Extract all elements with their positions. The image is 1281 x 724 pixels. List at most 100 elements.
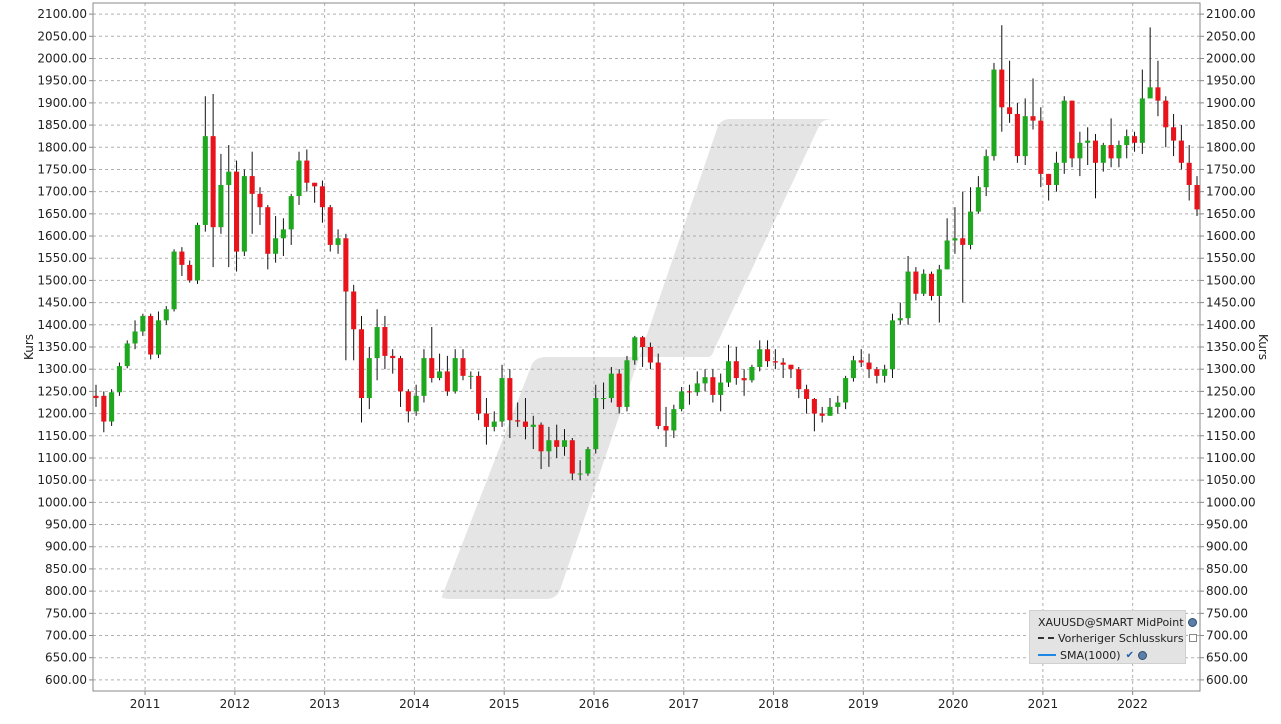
y-tick-label: 950.00 bbox=[1206, 518, 1248, 532]
candle-body bbox=[1022, 116, 1028, 157]
x-axis: 2011 2012 2013 2014 2015 2016 2017 2018 2019 2020… bbox=[130, 691, 1148, 711]
y-axis-left: 600.00 650.00 700.00 750.00 800.00 850.00 900.… bbox=[37, 7, 93, 687]
candle-body bbox=[390, 355, 396, 359]
candle-body bbox=[210, 136, 216, 228]
blue-line-icon bbox=[1038, 654, 1056, 656]
candle-body bbox=[663, 426, 669, 431]
candle-body bbox=[632, 337, 638, 361]
candle-body bbox=[983, 156, 989, 188]
legend-item-main[interactable]: XAUUSD@SMART MidPoint bbox=[1038, 615, 1197, 629]
candle-body bbox=[679, 391, 685, 410]
globe-icon[interactable] bbox=[1137, 650, 1147, 660]
candle-body bbox=[952, 238, 958, 241]
candle-body bbox=[374, 327, 380, 359]
y-tick-label: 1750.00 bbox=[1206, 162, 1256, 176]
globe-icon[interactable] bbox=[1187, 617, 1197, 627]
candle-body bbox=[999, 69, 1005, 108]
y-tick-label: 600.00 bbox=[45, 673, 87, 687]
candle-body bbox=[179, 251, 185, 265]
y-tick-label: 2000.00 bbox=[1206, 51, 1256, 65]
y-tick-label: 1650.00 bbox=[1206, 207, 1256, 221]
legend-label-main: XAUUSD@SMART MidPoint bbox=[1038, 615, 1184, 629]
candle-body bbox=[1131, 136, 1138, 143]
candle-body bbox=[116, 366, 122, 393]
candle-body bbox=[882, 369, 888, 376]
candle-body bbox=[148, 315, 154, 355]
candle-body bbox=[397, 358, 404, 392]
candle-body bbox=[585, 449, 591, 474]
y-tick-label: 1550.00 bbox=[1206, 251, 1256, 265]
candle-body bbox=[530, 424, 536, 427]
y-tick-label: 1100.00 bbox=[37, 451, 87, 465]
candle-body bbox=[1194, 184, 1200, 210]
checkbox-icon[interactable] bbox=[1188, 634, 1197, 642]
x-tick-label: 2016 bbox=[579, 697, 610, 711]
candle-body bbox=[437, 371, 443, 379]
candle-body bbox=[897, 318, 903, 321]
checkmark-icon[interactable]: ✔ bbox=[1125, 649, 1134, 661]
candle-body bbox=[843, 378, 849, 403]
candle-body bbox=[733, 361, 739, 379]
x-tick-label: 2021 bbox=[1028, 697, 1059, 711]
y-tick-label: 1400.00 bbox=[37, 318, 87, 332]
candle-body bbox=[866, 362, 872, 370]
candle-body bbox=[273, 238, 279, 254]
candle-body bbox=[569, 440, 575, 474]
candle-body bbox=[257, 193, 263, 208]
candle-body bbox=[93, 395, 99, 399]
candle-body bbox=[991, 69, 997, 157]
y-tick-label: 1650.00 bbox=[37, 207, 87, 221]
candle-body bbox=[905, 271, 911, 319]
candle-body bbox=[608, 373, 614, 399]
y-tick-label: 1600.00 bbox=[37, 229, 87, 243]
y-tick-label: 1000.00 bbox=[37, 495, 87, 509]
y-tick-label: 1850.00 bbox=[37, 118, 87, 132]
candle-body bbox=[171, 251, 177, 310]
candle-body bbox=[421, 358, 427, 396]
y-tick-label: 600.00 bbox=[1206, 673, 1248, 687]
y-tick-label: 1350.00 bbox=[1206, 340, 1256, 354]
candle-body bbox=[913, 271, 919, 294]
y-tick-label: 750.00 bbox=[45, 606, 87, 620]
candle-body bbox=[265, 207, 271, 254]
y-tick-label: 700.00 bbox=[1206, 629, 1248, 643]
candle-body bbox=[1139, 98, 1145, 143]
candle-body bbox=[554, 440, 560, 447]
y-tick-label: 2100.00 bbox=[1206, 7, 1256, 21]
y-tick-label: 850.00 bbox=[45, 562, 87, 576]
candle-body bbox=[1092, 140, 1099, 163]
candle-body bbox=[975, 187, 981, 212]
candle-body bbox=[1007, 107, 1013, 114]
candle-body bbox=[686, 391, 692, 393]
legend-item-sma[interactable]: SMA(1000) ✔ bbox=[1038, 648, 1147, 662]
candle-body bbox=[772, 361, 778, 363]
y-tick-label: 1500.00 bbox=[37, 273, 87, 287]
candle-body bbox=[515, 420, 521, 422]
x-tick-label: 2015 bbox=[489, 697, 520, 711]
candle-body bbox=[561, 440, 568, 447]
candle-body bbox=[538, 424, 544, 452]
legend-item-prev-close[interactable]: Vorheriger Schlusskurs bbox=[1038, 631, 1197, 645]
candle-body bbox=[476, 375, 482, 414]
candle-body bbox=[429, 358, 435, 379]
candle-body bbox=[811, 398, 817, 414]
candle-body bbox=[1085, 140, 1091, 143]
candle-body bbox=[593, 398, 599, 450]
y-tick-label: 1500.00 bbox=[1206, 273, 1256, 287]
candle-body bbox=[889, 320, 896, 370]
candle-body bbox=[312, 182, 318, 187]
x-tick-label: 2019 bbox=[848, 697, 879, 711]
y-tick-label: 2100.00 bbox=[37, 7, 87, 21]
candle-body bbox=[335, 238, 341, 245]
candle-body bbox=[757, 349, 763, 367]
candle-body bbox=[718, 382, 724, 395]
candle-body bbox=[491, 421, 497, 427]
candle-body bbox=[850, 360, 856, 379]
y-axis-right: 600.00 650.00 700.00 750.00 800.00 850.00 900.… bbox=[1200, 7, 1256, 687]
candle-body bbox=[351, 291, 357, 330]
candle-body bbox=[468, 375, 474, 377]
candle-body bbox=[460, 358, 466, 376]
candle-body bbox=[1061, 100, 1067, 163]
